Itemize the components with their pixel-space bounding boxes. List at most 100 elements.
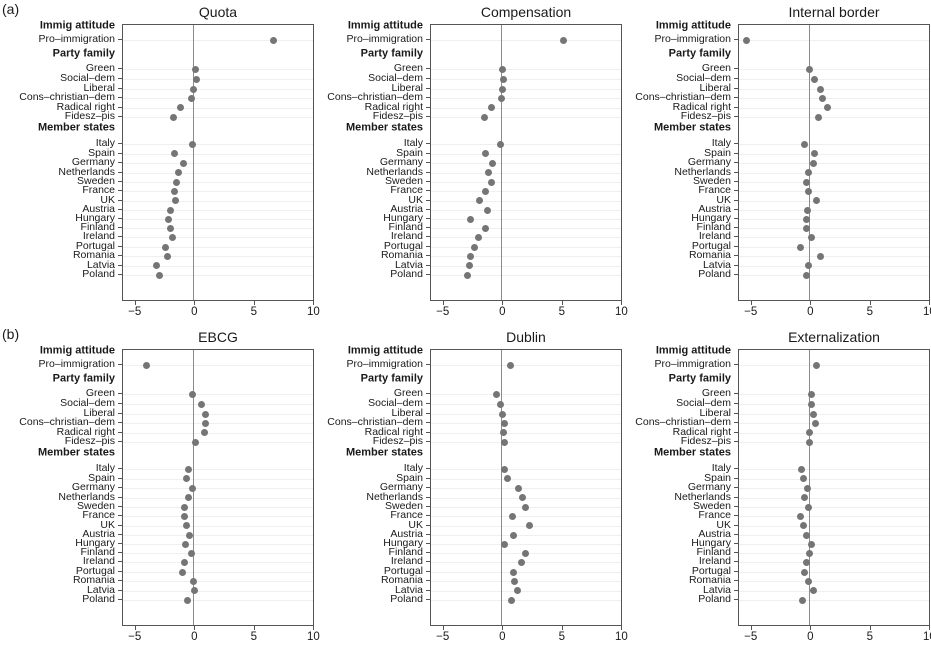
data-point xyxy=(802,558,810,566)
gridline xyxy=(431,117,621,118)
data-point xyxy=(485,169,493,177)
category-label: France xyxy=(82,184,115,197)
data-point xyxy=(183,475,191,483)
zero-gridline xyxy=(501,25,503,300)
gridline xyxy=(123,497,313,499)
y-tick xyxy=(734,477,738,479)
data-point xyxy=(182,540,190,548)
data-point xyxy=(801,140,809,148)
category-label: Sweden xyxy=(693,499,731,512)
x-tick-label: 0 xyxy=(807,631,814,643)
x-tick-label: 5 xyxy=(558,306,566,318)
gridline xyxy=(739,98,929,100)
data-point xyxy=(488,178,496,186)
data-point xyxy=(187,549,195,557)
data-point xyxy=(467,215,475,223)
category-label: Romania xyxy=(72,249,115,262)
gridline xyxy=(739,40,929,41)
gridline xyxy=(123,365,313,366)
category-label: Social–dem xyxy=(676,397,731,410)
x-tick-label: 0 xyxy=(191,306,198,318)
gridline xyxy=(123,442,313,443)
gridline xyxy=(739,535,929,536)
gridline xyxy=(739,497,929,499)
panel-title: Dublin xyxy=(506,329,546,345)
y-tick xyxy=(426,39,430,40)
data-point xyxy=(809,587,817,595)
data-point xyxy=(807,390,815,398)
y-tick xyxy=(734,496,738,498)
category-label: Italy xyxy=(711,137,731,150)
category-label: Romania xyxy=(380,574,423,587)
y-tick xyxy=(426,246,430,247)
data-point xyxy=(811,75,819,83)
data-point xyxy=(519,494,527,502)
y-tick xyxy=(426,571,430,572)
data-point xyxy=(191,65,199,73)
category-header: Immig attitude xyxy=(347,344,423,357)
plot-area xyxy=(122,349,314,626)
gridline xyxy=(739,507,929,508)
y-tick xyxy=(118,364,122,365)
category-label: UK xyxy=(408,193,423,206)
category-label: Fidesz–pis xyxy=(680,434,731,447)
x-tick-label: −5 xyxy=(436,306,450,318)
y-tick xyxy=(734,403,738,405)
zero-gridline xyxy=(501,350,503,625)
data-point xyxy=(506,361,514,369)
category-label: Green xyxy=(85,62,115,75)
gridline xyxy=(123,572,313,573)
y-tick xyxy=(426,171,430,173)
zero-gridline xyxy=(809,25,811,300)
category-label: Germany xyxy=(71,156,115,169)
category-label: Germany xyxy=(687,156,731,169)
y-tick xyxy=(426,218,430,220)
gridline xyxy=(123,219,313,221)
data-point xyxy=(190,587,198,595)
y-tick xyxy=(734,487,738,489)
category-axis: Immig attitude Pro–immigration Party famil… xyxy=(314,20,430,301)
category-label: Finland xyxy=(388,545,423,558)
category-label: Netherlands xyxy=(58,490,115,503)
category-header: Member states xyxy=(345,446,423,459)
x-tick xyxy=(561,301,563,305)
gridline xyxy=(123,79,313,81)
gridline xyxy=(431,497,621,499)
gridline xyxy=(123,590,313,592)
category-axis: Immig attitude Pro–immigration Party famil… xyxy=(622,20,738,301)
gridline xyxy=(739,414,929,416)
gridline xyxy=(123,247,313,248)
category-label: Hungary xyxy=(75,212,115,225)
gridline xyxy=(123,404,313,406)
category-label: Green xyxy=(393,62,423,75)
gridline xyxy=(431,544,621,546)
category-label: Hungary xyxy=(75,537,115,550)
y-tick xyxy=(734,264,738,266)
data-point xyxy=(484,206,492,214)
data-point xyxy=(189,140,197,148)
category-label: Latvia xyxy=(86,258,115,271)
data-point xyxy=(493,390,501,398)
data-point xyxy=(171,150,179,158)
x-tick-label: 5 xyxy=(250,306,258,318)
gridline xyxy=(739,89,929,91)
x-axis: −5 0 5 10 xyxy=(431,626,628,646)
category-label: Portugal xyxy=(691,564,731,577)
data-point xyxy=(143,361,151,369)
x-tick-label: 10 xyxy=(922,306,931,318)
gridline xyxy=(739,394,929,396)
gridline xyxy=(739,516,929,518)
y-tick xyxy=(426,143,430,145)
gridline xyxy=(739,478,929,480)
data-point xyxy=(198,400,206,408)
data-point xyxy=(188,484,196,492)
gridline xyxy=(431,265,621,267)
category-label: Sweden xyxy=(693,174,731,187)
gridline xyxy=(123,525,313,527)
category-label: Liberal xyxy=(391,82,423,95)
data-point xyxy=(169,113,177,121)
category-label: Austria xyxy=(698,527,731,540)
gridline xyxy=(431,182,621,183)
category-label: Spain xyxy=(88,471,115,484)
panel-internal-border: Internal border Immig attitude Pro–immigr… xyxy=(622,3,931,321)
